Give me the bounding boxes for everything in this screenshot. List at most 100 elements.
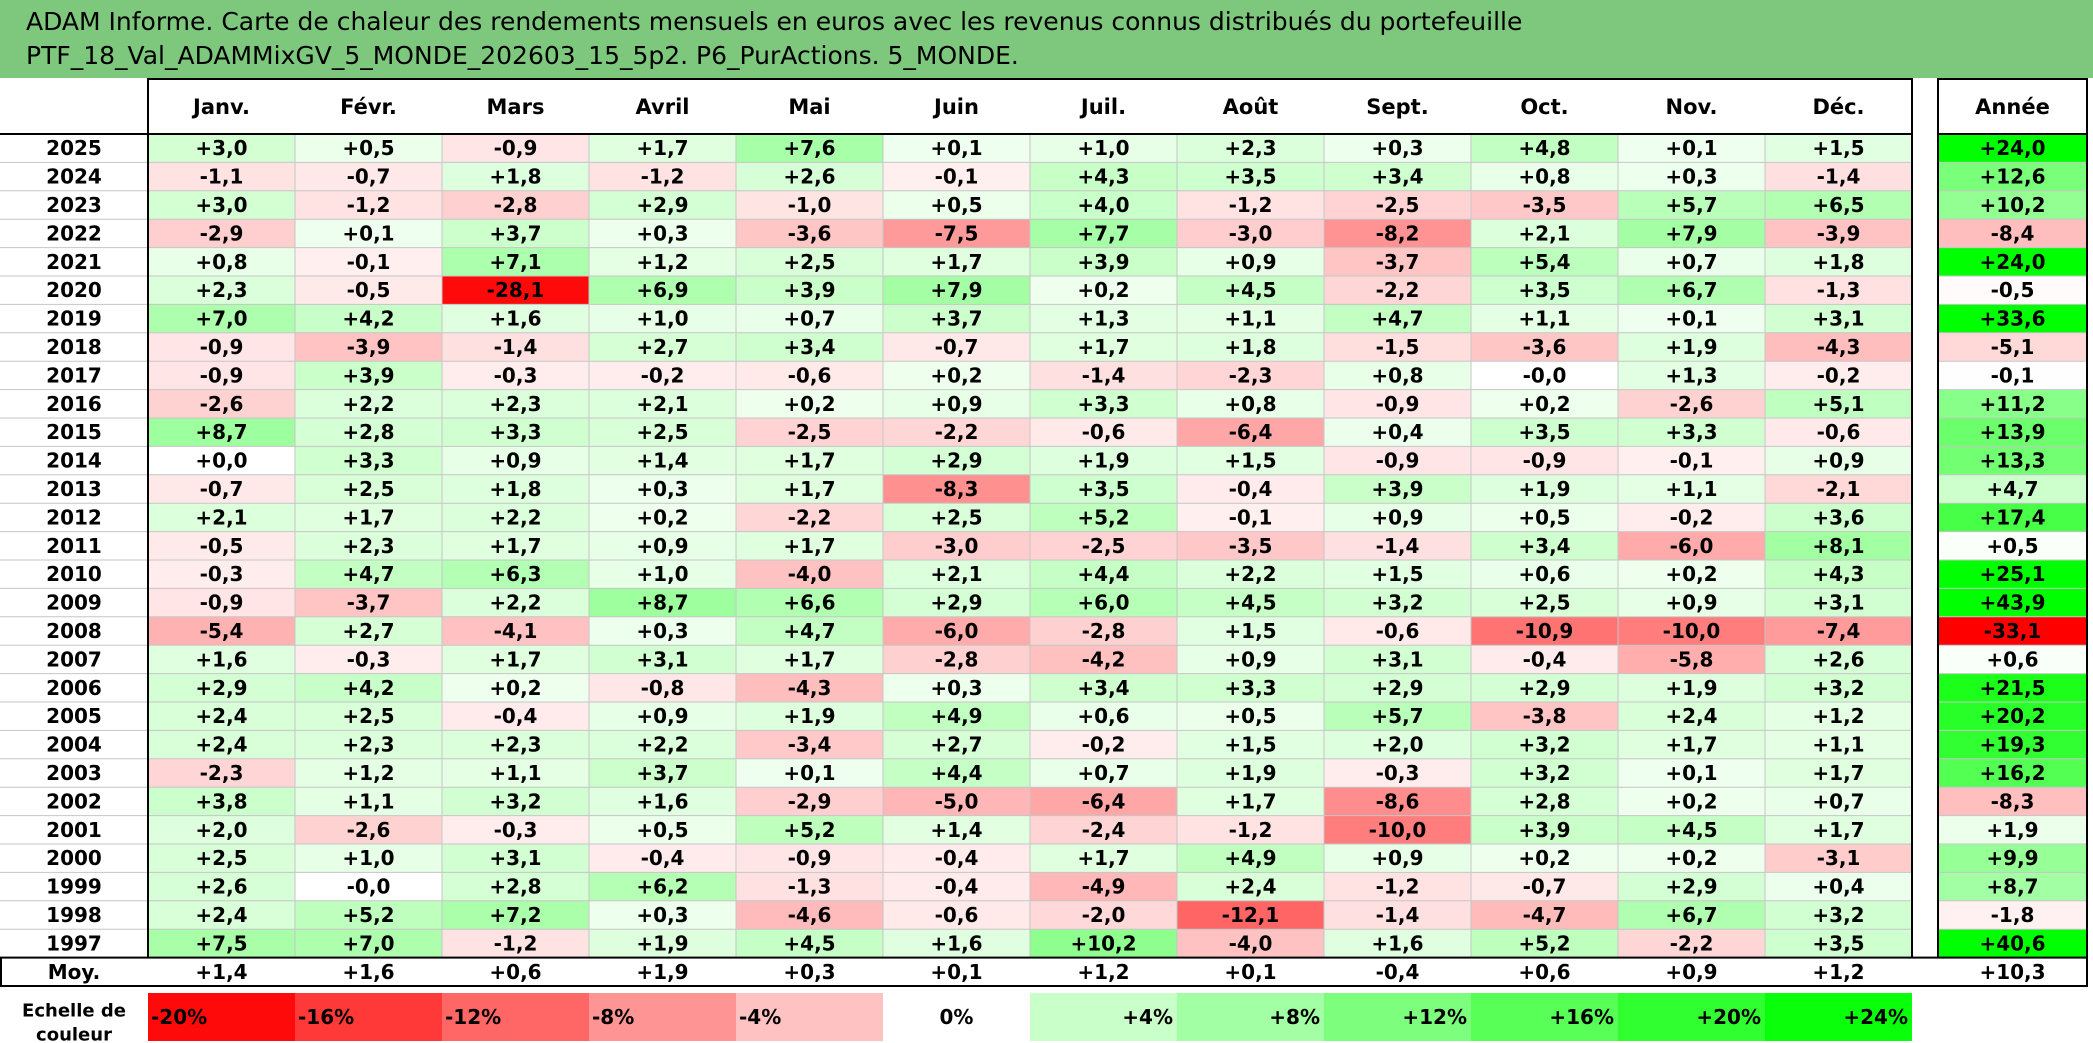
heatmap-cell — [883, 531, 1030, 560]
heatmap-cell-value: -6,4 — [1082, 789, 1126, 813]
annual-cell — [1938, 162, 2087, 191]
annual-cell-value: +13,3 — [1979, 449, 2045, 473]
heatmap-cell-value: -3,8 — [1523, 704, 1567, 728]
heatmap-cell — [883, 304, 1030, 333]
heatmap-cell-value: +6,7 — [1665, 903, 1717, 927]
annual-cell — [1938, 219, 2087, 248]
heatmap-cell-value: +7,9 — [1665, 221, 1717, 245]
heatmap-cell — [1177, 361, 1324, 390]
heatmap-cell-value: +4,9 — [930, 704, 982, 728]
heatmap-cell — [1177, 503, 1324, 532]
heatmap-cell — [1765, 702, 1912, 731]
heatmap-cell — [1471, 702, 1618, 731]
heatmap-cell-value: +4,4 — [1077, 562, 1129, 586]
heatmap-cell — [1618, 844, 1765, 873]
annual-cell — [1938, 190, 2087, 220]
heatmap-cell — [1471, 332, 1618, 362]
heatmap-cell-value: +2,5 — [930, 505, 982, 529]
heatmap-cell — [1030, 730, 1177, 759]
heatmap-cell-value: -4,9 — [1082, 875, 1126, 899]
heatmap-cell-value: +1,7 — [930, 250, 982, 274]
heatmap-cell-value: +5,4 — [1518, 250, 1570, 274]
heatmap-cell — [589, 389, 736, 418]
row-year-label: 2004 — [46, 733, 102, 757]
heatmap-cell-value: +1,1 — [1812, 733, 1864, 757]
heatmap-cell-value: -12,1 — [1222, 903, 1280, 927]
color-scale-value: +24% — [1843, 1005, 1908, 1029]
heatmap-cell-value: -0,3 — [494, 818, 538, 842]
annual-cell-value: -33,1 — [1984, 619, 2042, 643]
heatmap-cell — [148, 616, 295, 646]
heatmap-cell-value: +0,7 — [1665, 250, 1717, 274]
heatmap-cell — [1177, 389, 1324, 418]
heatmap-cell-value: +2,5 — [1518, 591, 1570, 615]
annual-cell — [1938, 588, 2087, 617]
heatmap-cell-value: -0,2 — [1670, 505, 1714, 529]
row-year-label: 2006 — [46, 676, 102, 700]
heatmap-cell-value: -6,0 — [935, 619, 979, 643]
heatmap-cell — [1618, 616, 1765, 646]
heatmap-cell — [1618, 474, 1765, 504]
row-year-label: 2022 — [46, 221, 102, 245]
row-year-label: 2017 — [46, 363, 102, 387]
heatmap-cell-value: -0,1 — [347, 250, 391, 274]
heatmap-cell-value: +5,2 — [1518, 931, 1570, 955]
heatmap-cell-value: +0,9 — [636, 704, 688, 728]
heatmap-cell — [1030, 531, 1177, 560]
heatmap-cell — [589, 758, 736, 788]
heatmap-cell — [148, 560, 295, 589]
color-scale-swatch — [1177, 993, 1324, 1041]
heatmap-cell — [442, 673, 589, 702]
heatmap-cell — [1324, 190, 1471, 220]
heatmap-cell-value: -1,4 — [1082, 363, 1126, 387]
heatmap-cell — [295, 560, 442, 589]
heatmap-cell — [1030, 162, 1177, 191]
heatmap-cell — [883, 361, 1030, 390]
heatmap-cell-value: +0,9 — [489, 449, 541, 473]
heatmap-cell — [1030, 900, 1177, 930]
heatmap-cell — [1177, 900, 1324, 930]
heatmap-cell-value: +0,3 — [930, 676, 982, 700]
heatmap-cell-value: +2,7 — [930, 733, 982, 757]
heatmap-cell-value: +2,4 — [1224, 875, 1276, 899]
annual-cell-value: +24,0 — [1979, 250, 2045, 274]
heatmap-cell-value: +3,2 — [1518, 733, 1570, 757]
heatmap-cell-value: +6,2 — [636, 875, 688, 899]
heatmap-cell-value: +2,9 — [195, 676, 247, 700]
heatmap-cell — [1177, 702, 1324, 731]
heatmap-cell-value: +2,3 — [489, 733, 541, 757]
heatmap-cell — [883, 929, 1030, 958]
heatmap-cell — [883, 900, 1030, 930]
heatmap-cell-value: -0,4 — [641, 846, 685, 870]
heatmap-cell — [1324, 247, 1471, 276]
heatmap-cell — [442, 872, 589, 901]
heatmap-cell-value: +0,3 — [1665, 165, 1717, 189]
heatmap-cell — [148, 134, 295, 163]
heatmap-cell — [1324, 361, 1471, 390]
heatmap-cell-value: +4,7 — [342, 562, 394, 586]
heatmap-cell-value: +1,6 — [930, 931, 982, 955]
column-header: Sept. — [1366, 95, 1428, 119]
row-year-label: 2005 — [46, 704, 102, 728]
heatmap-cell — [1324, 560, 1471, 589]
heatmap-cell-value: -0,1 — [1670, 449, 1714, 473]
heatmap-cell — [736, 332, 883, 362]
heatmap-cell-value: -3,7 — [1376, 250, 1420, 274]
heatmap-cell — [295, 304, 442, 333]
color-scale-value: +12% — [1402, 1005, 1467, 1029]
heatmap-cell-value: +2,1 — [195, 505, 247, 529]
heatmap-cell — [736, 446, 883, 475]
column-header: Mars — [487, 95, 545, 119]
heatmap-cell — [148, 758, 295, 788]
heatmap-cell — [442, 162, 589, 191]
heatmap-cell — [589, 474, 736, 504]
heatmap-cell-value: +1,8 — [489, 477, 541, 501]
heatmap-cell — [589, 815, 736, 844]
annual-cell — [1938, 332, 2087, 362]
heatmap-cell-value: -0,2 — [1817, 363, 1861, 387]
annual-cell — [1938, 929, 2087, 958]
heatmap-cell-value: -1,4 — [1376, 534, 1420, 558]
heatmap-cell — [1618, 276, 1765, 305]
heatmap-cell-value: +7,6 — [783, 136, 835, 160]
heatmap-cell-value: -3,7 — [347, 591, 391, 615]
